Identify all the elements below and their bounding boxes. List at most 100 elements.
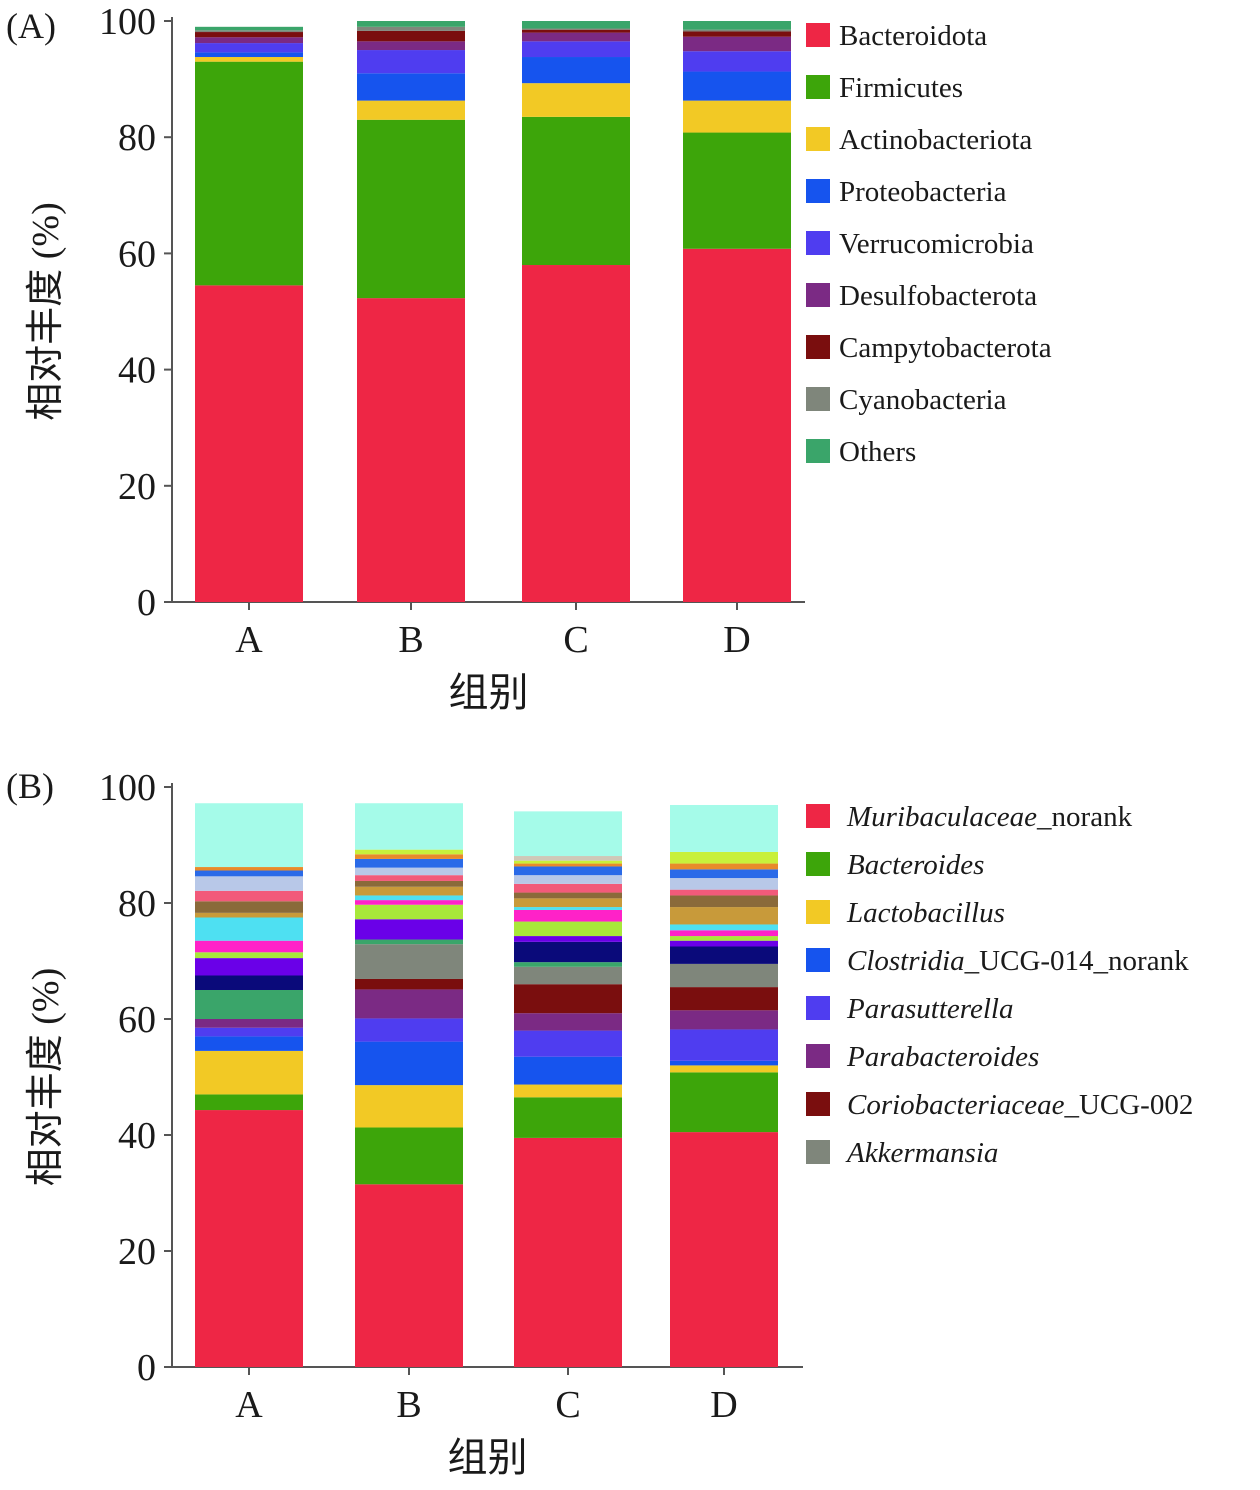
- legend-swatch: [806, 439, 830, 463]
- y-tick-label: 20: [118, 1231, 156, 1273]
- bar-segment-A-9: [195, 975, 303, 990]
- bar-segment-B-8: [355, 939, 463, 945]
- panel-label: (B): [6, 766, 54, 806]
- bar-segment-D-5: [670, 1010, 778, 1030]
- bar-segment-A-13: [195, 917, 303, 941]
- bar-segment-C-2: [522, 83, 630, 117]
- bar-segment-C-15: [514, 892, 622, 899]
- bar-segment-B-12: [355, 900, 463, 905]
- bar-segment-B-4: [355, 1018, 463, 1042]
- legend-label: Muribaculaceae_norank: [846, 801, 1133, 833]
- bar-segment-C-1: [514, 1097, 622, 1138]
- legend-swatch: [806, 1140, 830, 1164]
- legend-label: Proteobacteria: [839, 176, 1007, 208]
- x-axis-title: 组别: [448, 1435, 528, 1480]
- bar-segment-D-0: [683, 248, 791, 602]
- legend-label-italic: Akkermansia: [845, 1137, 998, 1169]
- bar-segment-D-2: [670, 1065, 778, 1073]
- legend-label: Akkermansia: [845, 1137, 998, 1169]
- bar-segment-B-2: [357, 100, 465, 120]
- legend-swatch: [806, 1044, 830, 1068]
- legend-label: Clostridia_UCG-014_norank: [847, 945, 1189, 977]
- bar-segment-A-8: [195, 990, 303, 1019]
- bar-segment-A-22: [195, 803, 303, 868]
- legend-label: Campytobacterota: [839, 332, 1052, 364]
- bar-segment-D-4: [670, 1029, 778, 1061]
- bar-segment-D-7: [670, 963, 778, 988]
- bar-segment-D-6: [670, 987, 778, 1011]
- y-axis-title: 相对丰度 (%): [25, 202, 67, 420]
- bar-segment-B-4: [357, 50, 465, 74]
- chart-panel-b: (B) 0 20 40 60 80 100 A B C D 组别 相对丰度 (%) Muribaculac…: [0, 760, 1260, 1485]
- bar-segment-B-15: [355, 880, 463, 887]
- bar-segment-D-16: [670, 889, 778, 896]
- bar-segment-D-1: [683, 132, 791, 249]
- legend-swatch: [806, 387, 830, 411]
- bar-segment-A-0: [195, 1110, 303, 1367]
- bar-segment-B-18: [355, 858, 463, 868]
- bar-segment-D-11: [670, 936, 778, 941]
- bar-segment-C-3: [514, 1056, 622, 1085]
- legend-swatch: [806, 23, 830, 47]
- bar-segment-C-20: [514, 860, 622, 864]
- bar-segment-D-18: [670, 869, 778, 879]
- legend-swatch: [806, 283, 830, 307]
- y-tick-label: 60: [118, 233, 156, 275]
- bar-segment-B-7: [357, 26, 465, 31]
- bar-segment-A-16: [195, 890, 303, 902]
- bar-segment-C-6: [514, 984, 622, 1014]
- bar-segment-C-0: [514, 1137, 622, 1367]
- legend-swatch: [806, 804, 830, 828]
- bar-segment-B-6: [355, 978, 463, 990]
- bar-segment-C-7: [514, 966, 622, 985]
- bar-segment-D-7: [683, 29, 791, 32]
- bar-segment-D-3: [670, 1060, 778, 1066]
- legend-swatch: [806, 852, 830, 876]
- bar-segment-A-6: [195, 32, 303, 38]
- bar-segment-B-1: [355, 1127, 463, 1185]
- bar-segment-A-5: [195, 1019, 303, 1028]
- y-tick-label: 100: [99, 767, 156, 809]
- bar-segment-A-7: [195, 30, 303, 33]
- bar-segment-C-8: [514, 962, 622, 967]
- bar-segment-B-3: [355, 1041, 463, 1086]
- bar-segment-D-8: [683, 21, 791, 30]
- y-tick-label: 40: [118, 350, 156, 392]
- bar-segment-B-13: [355, 895, 463, 901]
- bar-segment-B-0: [355, 1184, 463, 1367]
- bar-segment-C-22: [514, 811, 622, 857]
- legend-label-italic: Lactobacillus: [846, 897, 1005, 929]
- y-tick-label: 40: [118, 1115, 156, 1157]
- x-category-label: A: [235, 1384, 263, 1426]
- legend-swatch: [806, 948, 830, 972]
- bar-segment-A-15: [195, 901, 303, 913]
- bar-segment-A-18: [195, 870, 303, 877]
- x-category-label: B: [396, 1384, 421, 1426]
- bar-segment-A-14: [195, 912, 303, 918]
- bar-segment-D-22: [670, 804, 778, 852]
- bar-segment-C-4: [514, 1030, 622, 1057]
- x-category-label: D: [710, 1384, 737, 1426]
- bar-segment-C-5: [522, 32, 630, 42]
- bar-segment-B-2: [355, 1085, 463, 1128]
- bar-segment-D-14: [670, 907, 778, 925]
- bar-segment-A-2: [195, 57, 303, 62]
- x-category-label: B: [398, 619, 423, 661]
- bar-segment-B-6: [357, 30, 465, 42]
- bar-segment-C-14: [514, 898, 622, 908]
- legend-swatch: [806, 127, 830, 151]
- legend-label: Verrucomicrobia: [839, 228, 1034, 260]
- bar-segment-B-1: [357, 119, 465, 299]
- legend-label: Cyanobacteria: [839, 384, 1007, 416]
- y-tick-label: 20: [118, 466, 156, 508]
- legend-label: Bacteroides: [847, 849, 984, 881]
- bar-segment-A-10: [195, 958, 303, 976]
- x-category-label: A: [235, 619, 263, 661]
- legend-label-italic: Muribaculaceae: [846, 801, 1037, 833]
- bar-segment-D-17: [670, 878, 778, 890]
- bar-segment-A-5: [195, 37, 303, 44]
- bar-segment-C-10: [514, 936, 622, 942]
- bar-segment-A-1: [195, 1094, 303, 1111]
- bar-segment-B-7: [355, 944, 463, 979]
- bar-segment-C-5: [514, 1013, 622, 1031]
